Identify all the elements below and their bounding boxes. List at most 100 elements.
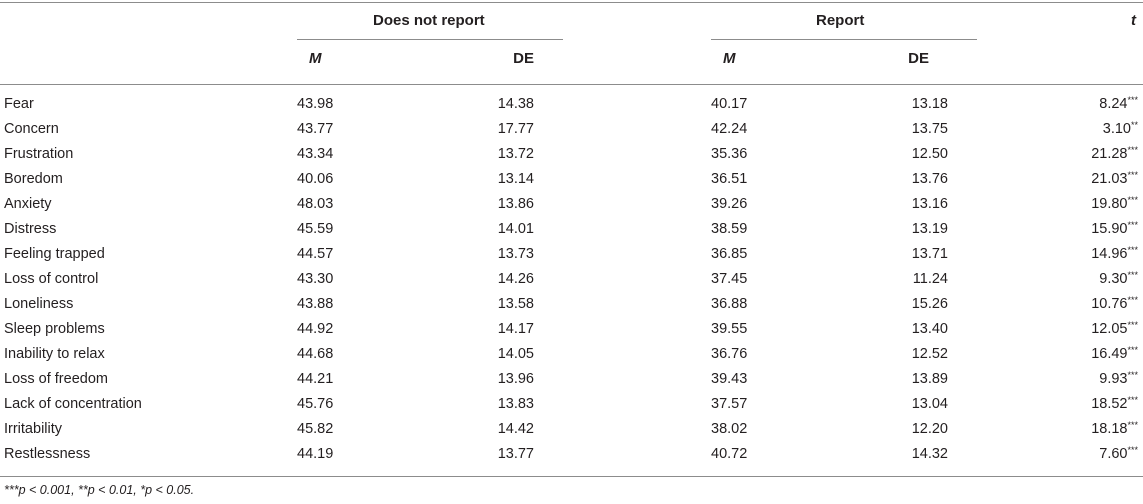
cell-m-does-not-report: 40.06: [297, 171, 334, 187]
cell-de-report: 13.75: [911, 121, 948, 137]
table-row: Irritability 45.82 14.42 38.02 12.20 18.18***: [0, 417, 1143, 442]
cell-de-does-not-report: 14.17: [497, 321, 534, 337]
cell-de-does-not-report: 13.58: [497, 296, 534, 312]
cell-m-report: 36.76: [711, 346, 748, 362]
row-label: Frustration: [4, 146, 74, 162]
row-label: Anxiety: [4, 196, 52, 212]
cell-t-value: 21.03***: [1091, 167, 1138, 192]
significance-stars: ***: [1127, 420, 1138, 430]
significance-stars: ***: [1127, 345, 1138, 355]
cell-de-does-not-report: 17.77: [497, 121, 534, 137]
significance-stars: ***: [1127, 220, 1138, 230]
cell-m-does-not-report: 45.76: [297, 396, 334, 412]
table-top-rule: [0, 2, 1143, 3]
cell-m-report: 37.45: [711, 271, 748, 287]
row-label: Lack of concentration: [4, 396, 142, 412]
cell-m-does-not-report: 45.59: [297, 221, 334, 237]
cell-de-does-not-report: 13.73: [497, 246, 534, 262]
cell-m-report: 40.17: [711, 96, 748, 112]
cell-t-value: 9.30***: [1099, 267, 1138, 292]
cell-de-does-not-report: 14.26: [497, 271, 534, 287]
row-label: Loss of control: [4, 271, 99, 287]
cell-de-report: 13.19: [911, 221, 948, 237]
row-label: Fear: [4, 96, 34, 112]
table-body: Fear 43.98 14.38 40.17 13.18 8.24*** Concern 43…: [0, 92, 1143, 467]
cell-m-report: 40.72: [711, 446, 748, 462]
cell-m-report: 36.51: [711, 171, 748, 187]
row-label: Distress: [4, 221, 57, 237]
cell-t-value: 10.76***: [1091, 292, 1138, 317]
cell-m-report: 36.85: [711, 246, 748, 262]
cell-t-value: 12.05***: [1091, 317, 1138, 342]
t-value: 18.52: [1091, 396, 1128, 412]
table-row: Loss of freedom 44.21 13.96 39.43 13.89 9.93*…: [0, 367, 1143, 392]
table-row: Fear 43.98 14.38 40.17 13.18 8.24***: [0, 92, 1143, 117]
cell-m-does-not-report: 43.88: [297, 296, 334, 312]
t-value: 19.80: [1091, 196, 1128, 212]
cell-de-report: 15.26: [911, 296, 948, 312]
row-label: Irritability: [4, 421, 63, 437]
cell-m-does-not-report: 43.77: [297, 121, 334, 137]
significance-stars: ***: [1127, 270, 1138, 280]
t-value: 7.60: [1099, 446, 1128, 462]
subheader-de-2: DE: [908, 50, 929, 67]
subheader-m-1: M: [309, 50, 322, 67]
cell-t-value: 7.60***: [1099, 442, 1138, 467]
cell-de-report: 13.40: [911, 321, 948, 337]
cell-t-value: 8.24***: [1099, 92, 1138, 117]
t-value: 16.49: [1091, 346, 1128, 362]
significance-stars: ***: [1127, 195, 1138, 205]
table-row: Loneliness 43.88 13.58 36.88 15.26 10.76***: [0, 292, 1143, 317]
t-value: 21.28: [1091, 146, 1128, 162]
cell-t-value: 9.93***: [1099, 367, 1138, 392]
cell-t-value: 15.90***: [1091, 217, 1138, 242]
t-value: 3.10: [1102, 121, 1131, 137]
table-row: Inability to relax 44.68 14.05 36.76 12.52 16…: [0, 342, 1143, 367]
t-value: 18.18: [1091, 421, 1128, 437]
cell-m-does-not-report: 44.57: [297, 246, 334, 262]
group-rule-does-not-report: [297, 39, 563, 40]
cell-de-report: 14.32: [911, 446, 948, 462]
cell-de-does-not-report: 13.83: [497, 396, 534, 412]
t-value: 10.76: [1091, 296, 1128, 312]
table-row: Boredom 40.06 13.14 36.51 13.76 21.03***: [0, 167, 1143, 192]
table-row: Sleep problems 44.92 14.17 39.55 13.40 12.05*…: [0, 317, 1143, 342]
table-row: Frustration 43.34 13.72 35.36 12.50 21.28***: [0, 142, 1143, 167]
cell-de-does-not-report: 14.05: [497, 346, 534, 362]
cell-t-value: 16.49***: [1091, 342, 1138, 367]
cell-m-does-not-report: 43.30: [297, 271, 334, 287]
significance-stars: ***: [1127, 145, 1138, 155]
group-header-report: Report: [816, 12, 865, 29]
row-label: Loneliness: [4, 296, 74, 312]
significance-stars: ***: [1127, 445, 1138, 455]
significance-stars: ***: [1127, 170, 1138, 180]
significance-stars: ***: [1127, 95, 1138, 105]
group-header-does-not-report: Does not report: [373, 12, 485, 29]
cell-de-report: 13.16: [911, 196, 948, 212]
cell-m-report: 39.43: [711, 371, 748, 387]
cell-de-does-not-report: 14.38: [497, 96, 534, 112]
table-row: Concern 43.77 17.77 42.24 13.75 3.10**: [0, 117, 1143, 142]
cell-de-report: 13.04: [911, 396, 948, 412]
cell-de-report: 13.18: [911, 96, 948, 112]
significance-stars: **: [1130, 120, 1138, 130]
subheader-m-2: M: [723, 50, 736, 67]
cell-m-does-not-report: 48.03: [297, 196, 334, 212]
cell-t-value: 3.10**: [1103, 117, 1138, 142]
cell-de-does-not-report: 13.14: [497, 171, 534, 187]
table-bottom-rule: [0, 476, 1143, 477]
significance-stars: ***: [1127, 295, 1138, 305]
cell-t-value: 14.96***: [1091, 242, 1138, 267]
t-value: 14.96: [1091, 246, 1128, 262]
cell-de-report: 11.24: [912, 271, 948, 287]
cell-m-does-not-report: 43.34: [297, 146, 334, 162]
t-value: 21.03: [1091, 171, 1128, 187]
table-row: Anxiety 48.03 13.86 39.26 13.16 19.80***: [0, 192, 1143, 217]
cell-de-does-not-report: 14.42: [497, 421, 534, 437]
cell-m-report: 39.55: [711, 321, 748, 337]
cell-de-does-not-report: 13.72: [497, 146, 534, 162]
row-label: Concern: [4, 121, 59, 137]
cell-m-does-not-report: 44.68: [297, 346, 334, 362]
cell-t-value: 21.28***: [1091, 142, 1138, 167]
